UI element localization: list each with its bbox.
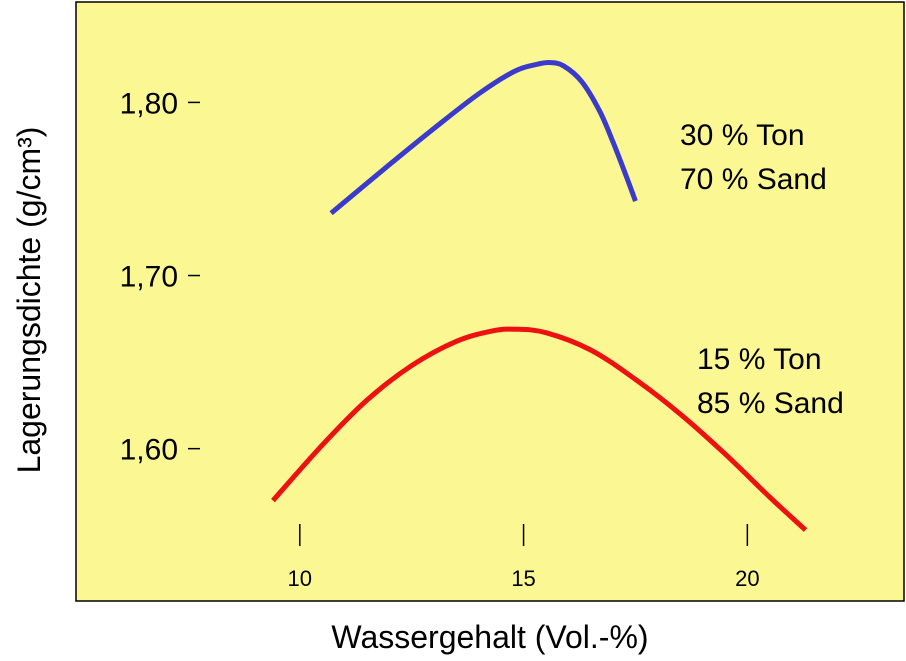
x-axis-label: Wassergehalt (Vol.-%)	[331, 619, 648, 655]
y-tick-label: 1,80	[120, 87, 178, 120]
series-group	[271, 60, 808, 532]
y-axis-ticks: 1,60 1,70 1,80	[120, 87, 200, 467]
y-axis-label: Lagerungsdichte (g/cm³)	[11, 127, 47, 474]
x-tick-label: 10	[288, 566, 312, 591]
series-label-1-line-2: 70 % Sand	[680, 163, 827, 196]
plot-area	[75, 1, 905, 602]
x-tick-label: 15	[511, 566, 535, 591]
x-axis-ticks: 10 15 20	[288, 524, 760, 591]
series-label-2-line-1: 15 % Ton	[697, 343, 822, 376]
series-line-2	[271, 326, 808, 532]
series-labels: 30 % Ton 70 % Sand 15 % Ton 85 % Sand	[680, 119, 844, 420]
y-tick-label: 1,60	[120, 434, 178, 467]
y-tick-label: 1,70	[120, 261, 178, 294]
series-label-2-line-2: 85 % Sand	[697, 387, 844, 420]
series-label-1-line-1: 30 % Ton	[680, 119, 805, 152]
x-tick-label: 20	[735, 566, 759, 591]
series-line-1	[329, 60, 638, 216]
